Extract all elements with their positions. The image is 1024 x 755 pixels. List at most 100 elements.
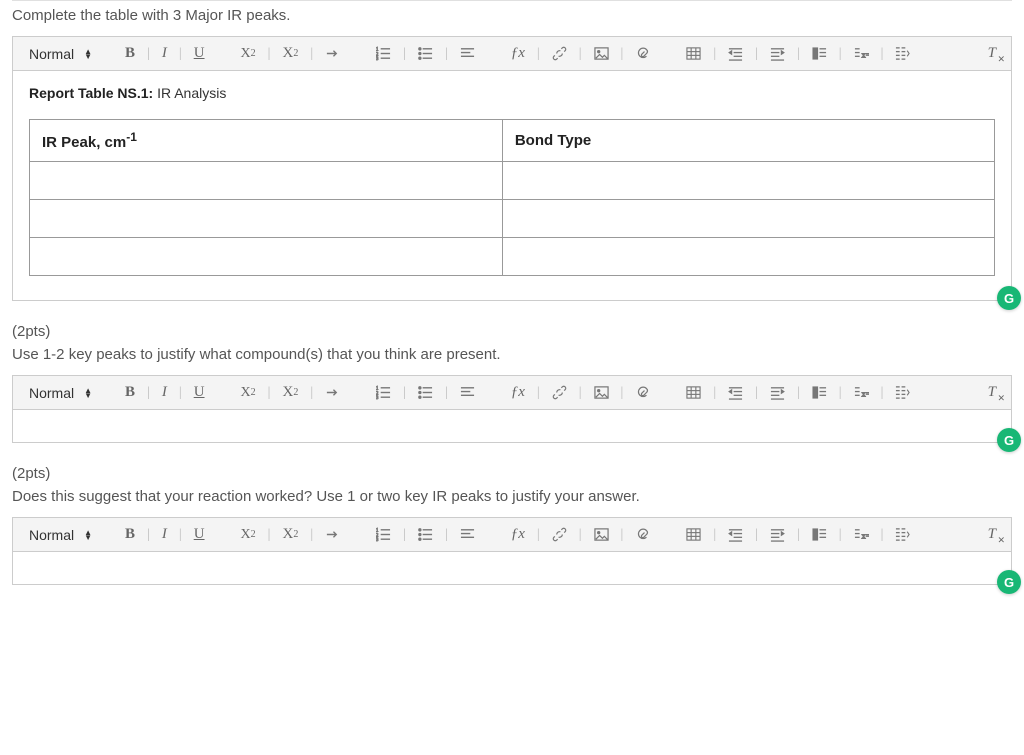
superscript-button[interactable]: X2 bbox=[277, 524, 303, 545]
image-button[interactable] bbox=[589, 44, 614, 63]
table-button[interactable] bbox=[681, 383, 706, 402]
underline-button[interactable]: U bbox=[189, 43, 210, 64]
link-icon bbox=[552, 385, 567, 400]
editor-2-content[interactable]: G bbox=[13, 410, 1011, 442]
toolbar-3: Normal ▲▼ B | I | U X2 | X2 | 123 | | ƒx… bbox=[13, 518, 1011, 552]
editor-1-content[interactable]: Report Table NS.1: IR Analysis IR Peak, … bbox=[13, 71, 1011, 300]
indent-right-button[interactable] bbox=[765, 44, 790, 63]
link-button[interactable] bbox=[547, 383, 572, 402]
underline-button[interactable]: U bbox=[189, 382, 210, 403]
style-select-label: Normal bbox=[29, 46, 74, 62]
attachment-button[interactable] bbox=[630, 383, 655, 402]
unordered-list-button[interactable] bbox=[413, 44, 438, 63]
indent-left-button[interactable] bbox=[723, 525, 748, 544]
underline-button[interactable]: U bbox=[189, 524, 210, 545]
layout-2-button[interactable]: x= bbox=[849, 383, 874, 402]
indent-right-button[interactable] bbox=[765, 383, 790, 402]
ordered-list-button[interactable]: 123 bbox=[371, 525, 396, 544]
layout-1-button[interactable] bbox=[807, 383, 832, 402]
image-icon bbox=[594, 527, 609, 542]
grammarly-badge-icon[interactable]: G bbox=[997, 286, 1021, 310]
layout-2-button[interactable]: x= bbox=[849, 525, 874, 544]
align-button[interactable] bbox=[455, 525, 480, 544]
separator: | bbox=[265, 46, 274, 62]
style-select[interactable]: Normal ▲▼ bbox=[23, 44, 98, 64]
superscript-button[interactable]: X2 bbox=[277, 382, 303, 403]
table-icon bbox=[686, 385, 701, 400]
attachment-button[interactable] bbox=[630, 525, 655, 544]
italic-button[interactable]: I bbox=[157, 43, 172, 64]
arrow-button[interactable] bbox=[320, 525, 345, 544]
attachment-icon bbox=[635, 385, 650, 400]
unordered-list-button[interactable] bbox=[413, 525, 438, 544]
layout-2-button[interactable]: x= bbox=[849, 44, 874, 63]
italic-button[interactable]: I bbox=[157, 382, 172, 403]
table-row[interactable] bbox=[30, 162, 995, 200]
layout-1-icon bbox=[812, 46, 827, 61]
editor-3-content[interactable]: G bbox=[13, 552, 1011, 584]
indent-left-button[interactable] bbox=[723, 383, 748, 402]
unordered-list-icon bbox=[418, 527, 433, 542]
link-button[interactable] bbox=[547, 44, 572, 63]
subscript-button[interactable]: X2 bbox=[236, 383, 261, 403]
italic-button[interactable]: I bbox=[157, 524, 172, 545]
ordered-list-button[interactable]: 123 bbox=[371, 383, 396, 402]
layout-2-icon: x= bbox=[854, 527, 869, 542]
ordered-list-button[interactable]: 123 bbox=[371, 44, 396, 63]
question-1-instruction: Complete the table with 3 Major IR peaks… bbox=[12, 7, 1012, 24]
arrow-right-icon bbox=[325, 527, 340, 542]
attachment-button[interactable] bbox=[630, 44, 655, 63]
unordered-list-button[interactable] bbox=[413, 383, 438, 402]
image-button[interactable] bbox=[589, 383, 614, 402]
grammarly-badge-icon[interactable]: G bbox=[997, 428, 1021, 452]
layout-3-button[interactable] bbox=[890, 383, 915, 402]
style-select-label: Normal bbox=[29, 527, 74, 543]
layout-2-icon: x= bbox=[854, 385, 869, 400]
align-button[interactable] bbox=[455, 383, 480, 402]
svg-text:x=: x= bbox=[861, 530, 869, 540]
clear-format-button[interactable]: T✕ bbox=[983, 524, 1001, 545]
layout-3-icon bbox=[895, 527, 910, 542]
table-row[interactable] bbox=[30, 200, 995, 238]
clear-format-button[interactable]: T✕ bbox=[983, 43, 1001, 64]
bold-button[interactable]: B bbox=[120, 524, 140, 545]
subscript-button[interactable]: X2 bbox=[236, 44, 261, 64]
bold-button[interactable]: B bbox=[120, 43, 140, 64]
link-icon bbox=[552, 527, 567, 542]
equation-button[interactable]: ƒx bbox=[506, 382, 530, 403]
arrow-button[interactable] bbox=[320, 44, 345, 63]
indent-left-button[interactable] bbox=[723, 44, 748, 63]
ir-analysis-table: IR Peak, cm-1 Bond Type bbox=[29, 119, 995, 276]
image-button[interactable] bbox=[589, 525, 614, 544]
indent-right-button[interactable] bbox=[765, 525, 790, 544]
layout-1-button[interactable] bbox=[807, 525, 832, 544]
layout-1-button[interactable] bbox=[807, 44, 832, 63]
style-select[interactable]: Normal ▲▼ bbox=[23, 525, 98, 545]
indent-right-icon bbox=[770, 385, 785, 400]
superscript-button[interactable]: X2 bbox=[277, 43, 303, 64]
table-button[interactable] bbox=[681, 44, 706, 63]
subscript-button[interactable]: X2 bbox=[236, 525, 261, 545]
grammarly-badge-icon[interactable]: G bbox=[997, 570, 1021, 594]
table-row[interactable] bbox=[30, 238, 995, 276]
arrow-right-icon bbox=[325, 385, 340, 400]
layout-3-button[interactable] bbox=[890, 44, 915, 63]
separator: | bbox=[400, 46, 409, 62]
question-2-instruction: Use 1-2 key peaks to justify what compou… bbox=[12, 346, 1012, 363]
attachment-icon bbox=[635, 527, 650, 542]
unordered-list-icon bbox=[418, 46, 433, 61]
align-button[interactable] bbox=[455, 44, 480, 63]
layout-3-button[interactable] bbox=[890, 525, 915, 544]
layout-3-icon bbox=[895, 385, 910, 400]
equation-button[interactable]: ƒx bbox=[506, 524, 530, 545]
arrow-button[interactable] bbox=[320, 383, 345, 402]
separator: | bbox=[618, 46, 627, 62]
equation-button[interactable]: ƒx bbox=[506, 43, 530, 64]
link-icon bbox=[552, 46, 567, 61]
style-select[interactable]: Normal ▲▼ bbox=[23, 383, 98, 403]
link-button[interactable] bbox=[547, 525, 572, 544]
report-table-title: Report Table NS.1: IR Analysis bbox=[29, 85, 995, 101]
table-button[interactable] bbox=[681, 525, 706, 544]
bold-button[interactable]: B bbox=[120, 382, 140, 403]
clear-format-button[interactable]: T✕ bbox=[983, 382, 1001, 403]
